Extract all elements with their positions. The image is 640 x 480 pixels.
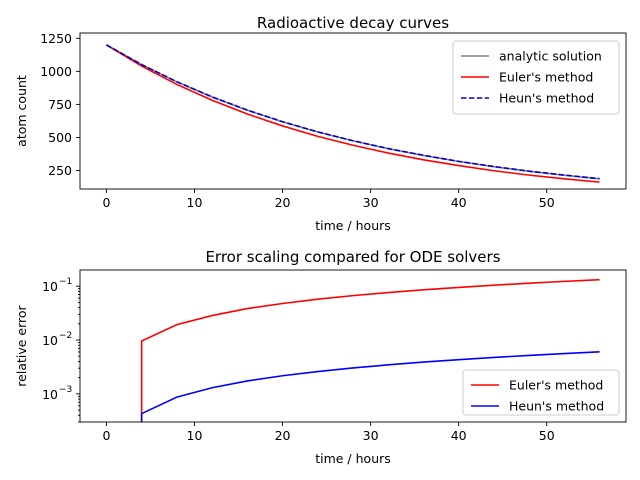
y-axis-label: atom count xyxy=(14,75,29,147)
legend: analytic solution Euler's method Heun's me… xyxy=(452,40,620,115)
x-tick-label: 20 xyxy=(275,428,291,443)
chart-title: Error scaling compared for ODE solvers xyxy=(205,248,500,266)
y-tick-label: 750 xyxy=(48,97,72,112)
plot-area xyxy=(106,44,600,183)
x-tick-label: 0 xyxy=(102,428,110,443)
legend-box xyxy=(452,40,620,115)
legend-entry-0: Euler's method xyxy=(509,378,603,393)
y-tick-label: 10 xyxy=(42,387,58,402)
y-tick-exponent: −2 xyxy=(59,331,72,341)
x-axis-label: time / hours xyxy=(315,218,391,233)
y-axis-label: relative error xyxy=(14,304,29,386)
y-tick-label: 1250 xyxy=(40,31,72,46)
x-tick-label: 30 xyxy=(363,195,379,210)
x-tick-label: 0 xyxy=(102,195,110,210)
axes-frame xyxy=(79,32,627,190)
legend: Euler's method Heun's method xyxy=(462,369,620,416)
y-tick-label: 10 xyxy=(42,279,58,294)
x-axis-label: time / hours xyxy=(315,451,391,466)
legend-entry-0: analytic solution xyxy=(499,49,602,64)
series-line-2 xyxy=(106,44,600,180)
y-tick-exponent: −3 xyxy=(59,385,72,395)
series-line-1 xyxy=(140,351,600,422)
x-tick-label: 50 xyxy=(539,195,555,210)
y-tick-label: 10 xyxy=(42,333,58,348)
plot-area xyxy=(140,278,600,422)
x-tick-label: 10 xyxy=(187,195,203,210)
y-tick-label: 250 xyxy=(48,163,72,178)
x-tick-label: 30 xyxy=(363,428,379,443)
y-tick-label: 500 xyxy=(48,130,72,145)
legend-entry-1: Heun's method xyxy=(509,399,604,414)
y-tick-exponent: −1 xyxy=(59,277,72,287)
legend-entry-2: Heun's method xyxy=(499,91,594,106)
series-line-1 xyxy=(106,44,600,183)
x-tick-label: 20 xyxy=(275,195,291,210)
series-line-0 xyxy=(140,278,600,422)
decay-chart: 0 10 20 30 40 50 250 500 750 1000 1250 Radioactive … xyxy=(14,14,627,233)
x-tick-label: 40 xyxy=(451,428,467,443)
x-tick-label: 50 xyxy=(539,428,555,443)
legend-box xyxy=(462,369,620,416)
legend-entry-1: Euler's method xyxy=(499,70,593,85)
y-tick-label: 1000 xyxy=(40,64,72,79)
axes-frame xyxy=(79,269,627,423)
x-tick-label: 40 xyxy=(451,195,467,210)
x-tick-label: 10 xyxy=(187,428,203,443)
chart-title: Radioactive decay curves xyxy=(257,14,449,32)
